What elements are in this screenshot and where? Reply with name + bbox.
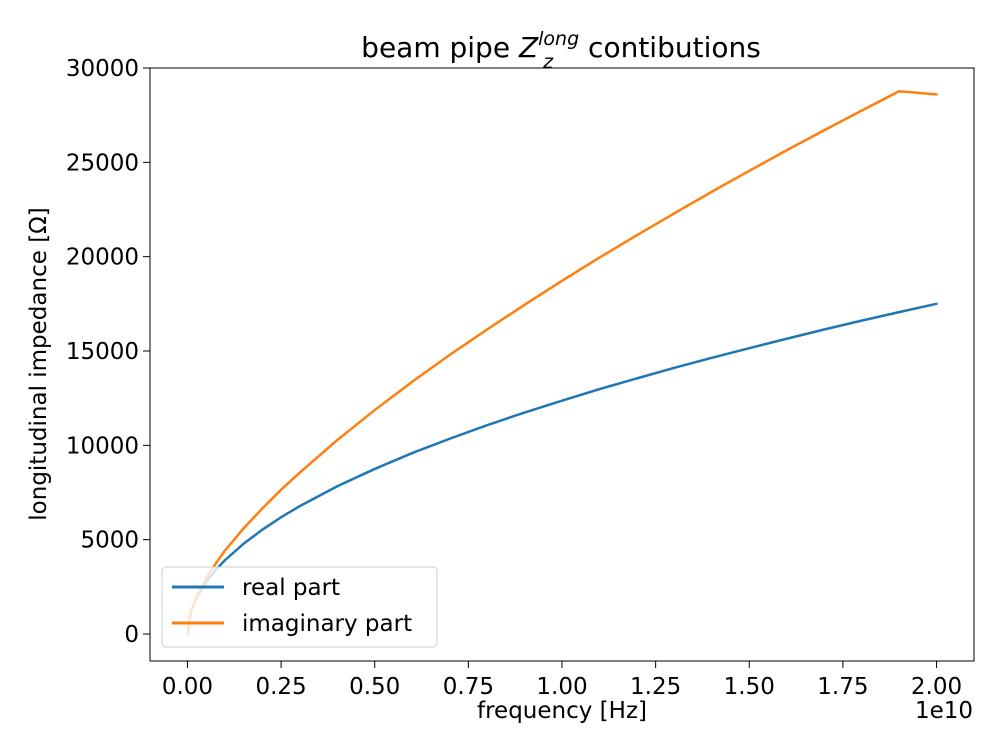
y-tick-label: 0 xyxy=(124,622,139,648)
y-tick-label: 10000 xyxy=(66,433,139,459)
x-tick-label: 1.00 xyxy=(536,674,587,700)
x-tick-label: 1.25 xyxy=(630,674,681,700)
x-axis: 0.00 0.25 0.50 0.75 1.00 1.25 1.50 1.75 2.00 xyxy=(162,661,962,700)
x-tick-label: 0.25 xyxy=(255,674,306,700)
chart-title: beam pipe Zlong z contibutions xyxy=(361,28,761,73)
x-tick-label: 1.75 xyxy=(817,674,868,700)
y-tick-label: 15000 xyxy=(66,339,139,365)
y-axis: 0 5000 10000 15000 20000 25000 30000 xyxy=(66,56,150,648)
x-tick-label: 0.00 xyxy=(162,674,213,700)
y-tick-label: 30000 xyxy=(66,56,139,82)
series-line-imaginary-part xyxy=(186,89,938,636)
y-tick-label: 5000 xyxy=(80,528,139,554)
y-axis-label: longitudinal impedance [Ω] xyxy=(26,207,52,520)
x-tick-label: 0.75 xyxy=(443,674,494,700)
legend: real part imaginary part xyxy=(161,566,438,648)
legend-label-real-part: real part xyxy=(242,575,340,601)
y-tick-label: 25000 xyxy=(66,150,139,176)
x-offset-label: 1e10 xyxy=(915,698,973,724)
y-tick-label: 20000 xyxy=(66,245,139,271)
legend-box xyxy=(161,566,438,648)
x-tick-label: 0.50 xyxy=(349,674,400,700)
legend-label-imaginary-part: imaginary part xyxy=(242,611,412,637)
x-tick-label: 2.00 xyxy=(911,674,962,700)
x-axis-label: frequency [Hz] xyxy=(477,698,647,724)
x-tick-label: 1.50 xyxy=(724,674,775,700)
